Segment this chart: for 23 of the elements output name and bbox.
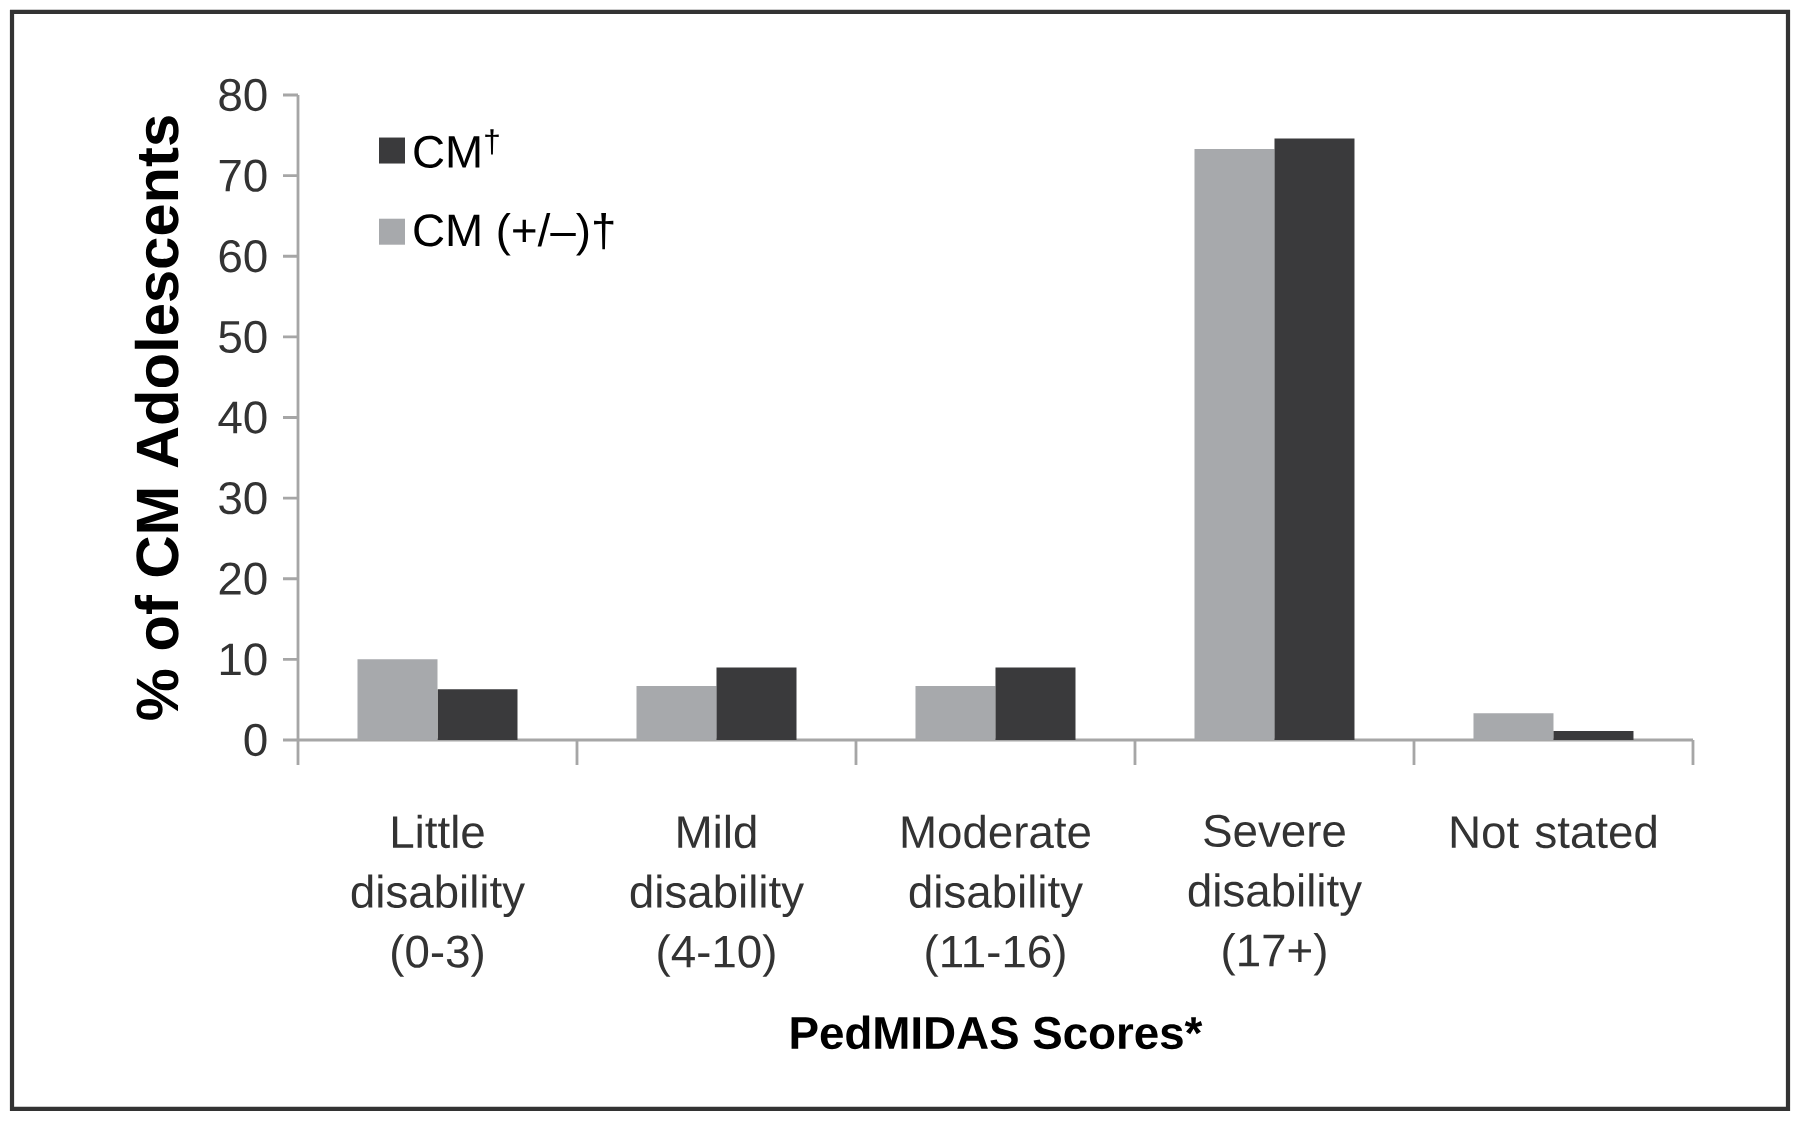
bar [995, 667, 1076, 740]
y-tick-label: 70 [219, 159, 267, 192]
y-tick-label: 60 [219, 240, 267, 273]
x-tick-label: Not stated [1451, 814, 1656, 849]
bar [437, 689, 518, 740]
legend-label: CM$^{†}$ [414, 129, 499, 169]
bar [716, 667, 797, 740]
x-tick-label: Mild disability (4-10) [630, 814, 804, 977]
bar [1553, 731, 1634, 740]
y-tick-label: 10 [220, 643, 267, 676]
legend-label: CM (+/–)† [414, 212, 614, 256]
x-axis-title: PedMIDAS Scores* [791, 1015, 1203, 1050]
y-axis-title: % of CM Adolescents [134, 116, 179, 720]
y-tick-label: 80 [219, 78, 267, 112]
y-tick-label: 0 [244, 723, 267, 757]
x-tick-label: Little disability (0-3) [351, 814, 525, 977]
y-tick-label: 50 [219, 320, 267, 354]
bar [1274, 138, 1355, 740]
x-tick-label: Severe disability (17+) [1188, 814, 1362, 976]
y-tick-label: 40 [218, 401, 267, 434]
y-tick-label: 30 [219, 481, 267, 515]
x-tick-label: Moderate disability (11-16) [902, 814, 1090, 977]
y-tick-label: 20 [219, 562, 267, 595]
